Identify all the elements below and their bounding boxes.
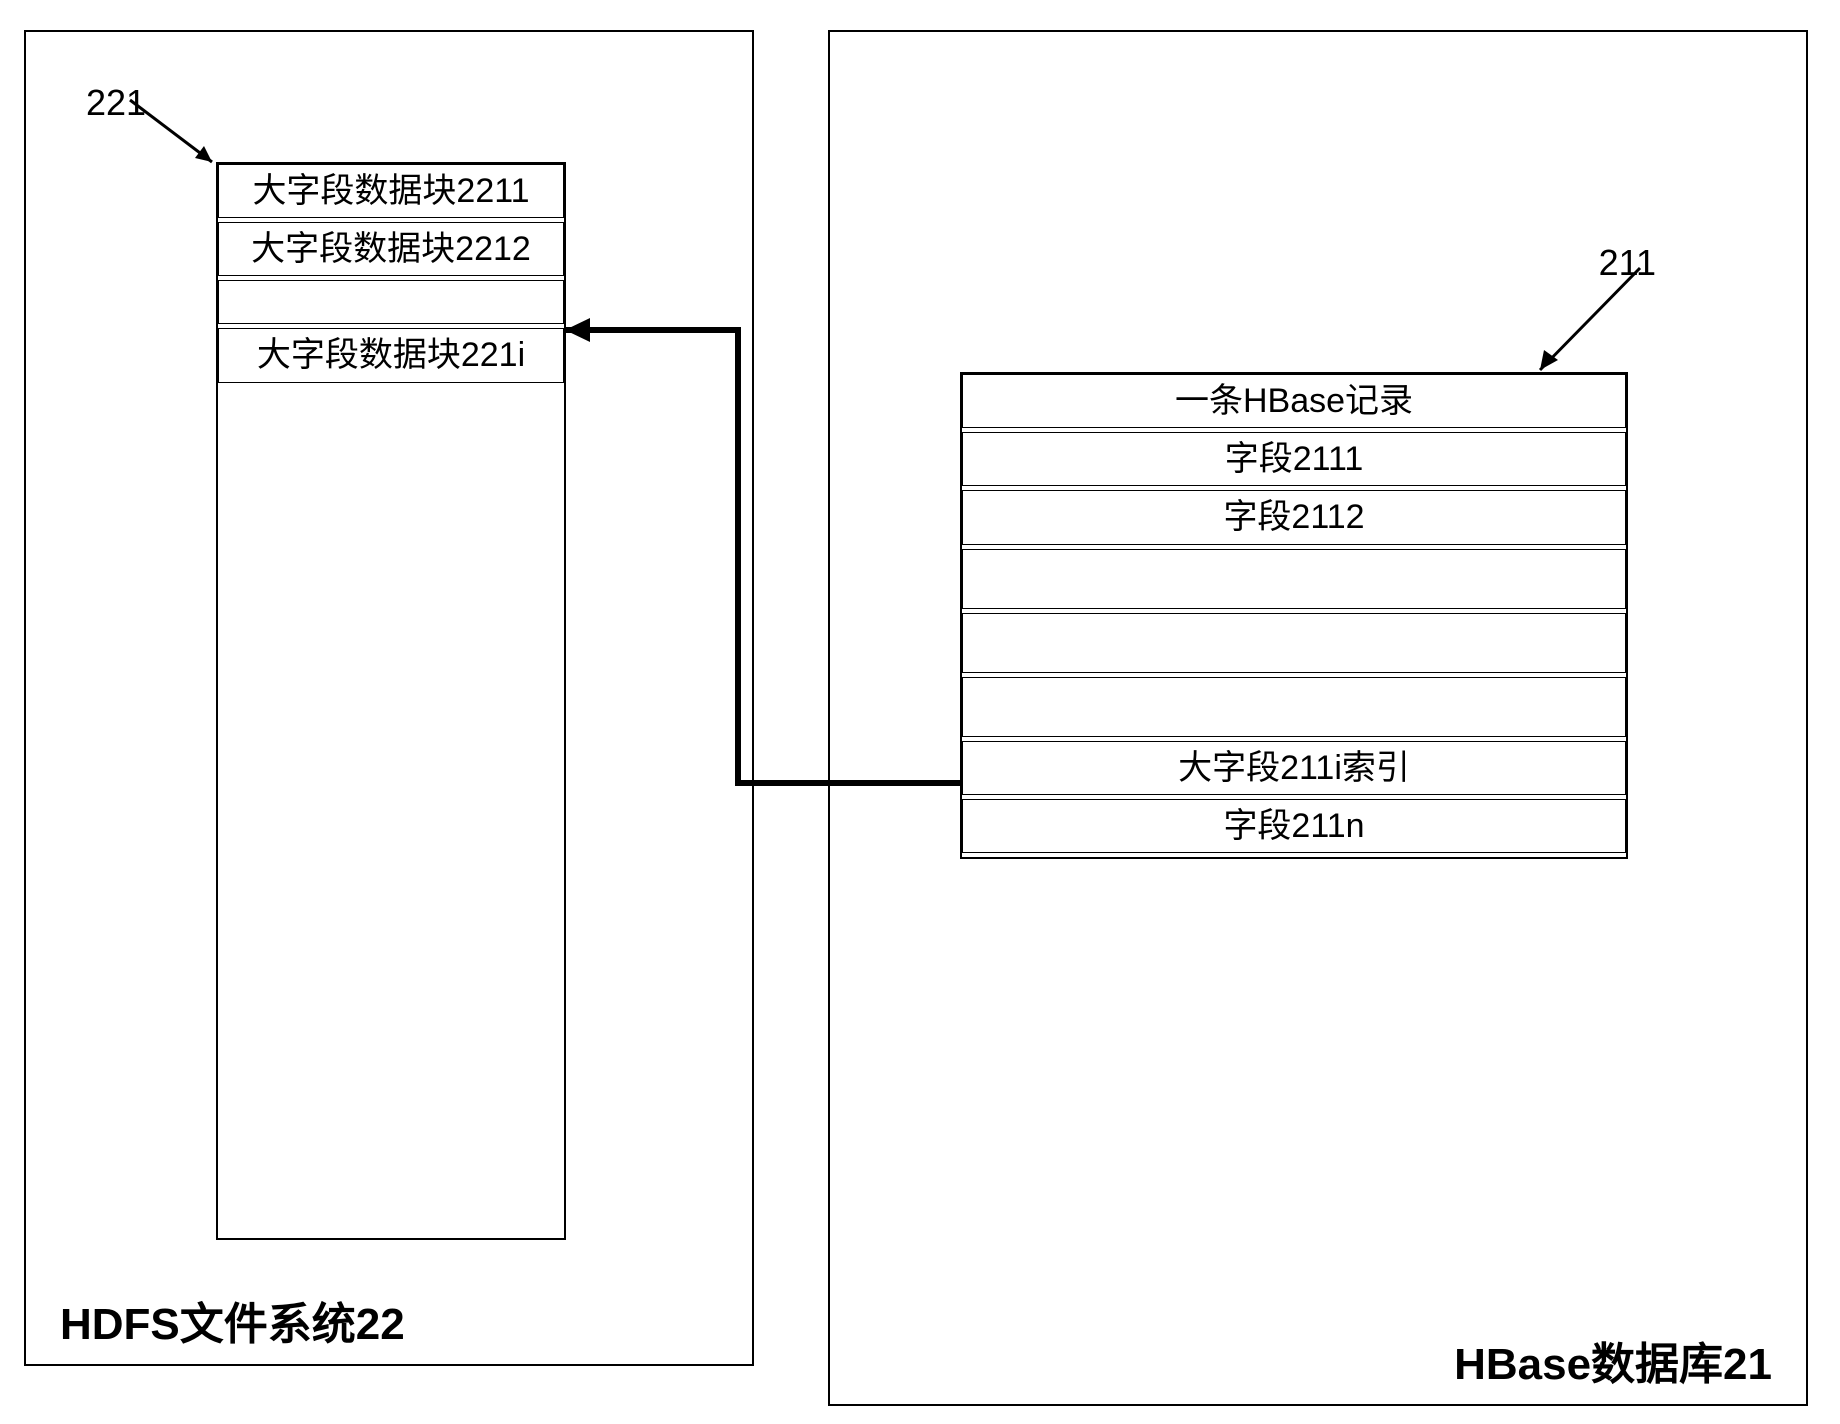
hbase-cell-4	[962, 613, 1626, 673]
hbase-cell-7: 字段211n	[962, 799, 1626, 853]
hbase-cell-5	[962, 677, 1626, 737]
ref-221-label: 221	[86, 82, 146, 124]
hbase-cell-2: 字段2112	[962, 490, 1626, 544]
hbase-cell-1: 字段2111	[962, 432, 1626, 486]
hdfs-label: HDFS文件系统22	[60, 1288, 405, 1352]
hdfs-cell-3: 大字段数据块221i	[218, 328, 564, 382]
hbase-cell-0: 一条HBase记录	[962, 374, 1626, 428]
hbase-inner-table: 一条HBase记录 字段2111 字段2112 大字段211i索引 字段211n	[960, 372, 1628, 859]
hdfs-inner-table: 大字段数据块2211 大字段数据块2212 大字段数据块221i	[216, 162, 566, 1240]
hdfs-cell-2	[218, 280, 564, 324]
hbase-label: HBase数据库21	[1454, 1328, 1772, 1392]
hdfs-cell-0: 大字段数据块2211	[218, 164, 564, 218]
ref-211-label: 211	[1599, 242, 1656, 284]
hbase-container: HBase数据库21 211 一条HBase记录 字段2111 字段2112 大…	[828, 30, 1808, 1406]
hbase-cell-6: 大字段211i索引	[962, 741, 1626, 795]
hbase-cell-3	[962, 549, 1626, 609]
hdfs-container: HDFS文件系统22 221 大字段数据块2211 大字段数据块2212 大字段…	[24, 30, 754, 1366]
hdfs-cell-1: 大字段数据块2212	[218, 222, 564, 276]
